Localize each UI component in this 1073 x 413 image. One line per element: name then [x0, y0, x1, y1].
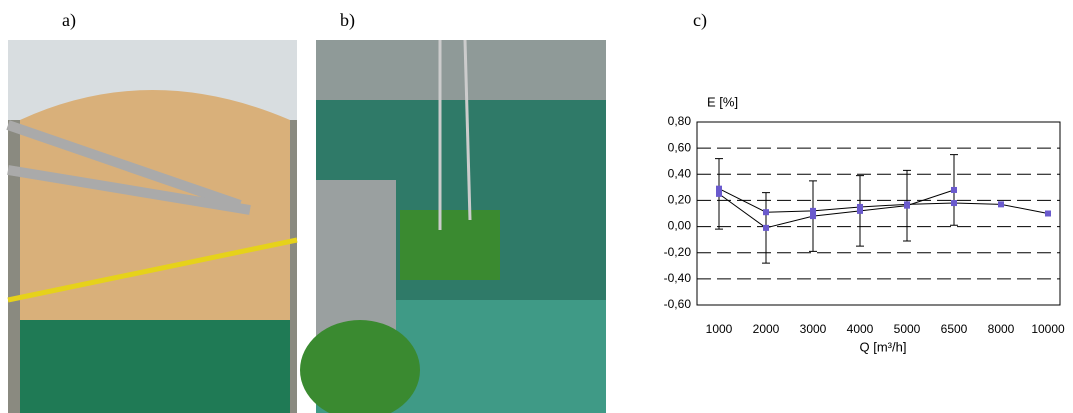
x-tick-label: 8000	[988, 322, 1015, 336]
y-tick-label: 0,00	[668, 219, 692, 233]
y-tick-label: 0,80	[668, 114, 692, 128]
data-point	[810, 207, 816, 214]
x-tick-label: 3000	[800, 322, 827, 336]
series-line	[718, 188, 1049, 214]
data-point	[1045, 210, 1051, 217]
x-tick-label: 4000	[847, 322, 874, 336]
y-tick-label: 0,40	[668, 166, 692, 180]
x-axis-title: Q [m³/h]	[860, 339, 907, 354]
data-point	[951, 200, 957, 207]
y-tick-label: -0,60	[664, 297, 692, 311]
series-line	[718, 189, 955, 229]
x-tick-label: 2000	[753, 322, 780, 336]
y-tick-label: 0,60	[668, 140, 692, 154]
x-tick-label: 5000	[894, 322, 921, 336]
panel-label: b)	[340, 10, 355, 31]
panel-label: a)	[62, 10, 76, 31]
data-point	[951, 186, 957, 193]
photo-a	[6, 40, 298, 413]
y-tick-label: 0,20	[668, 193, 692, 207]
data-point	[716, 190, 722, 197]
y-tick-label: -0,20	[664, 245, 692, 259]
x-tick-label: 1000	[706, 322, 733, 336]
y-axis-title: E [%]	[707, 94, 738, 109]
data-point	[763, 209, 769, 216]
data-point	[716, 185, 722, 192]
x-tick-label: 6500	[941, 322, 968, 336]
y-tick-label: -0,40	[664, 271, 692, 285]
plot-frame	[696, 121, 1061, 306]
data-point	[857, 207, 863, 214]
photo-b	[300, 39, 606, 413]
data-point	[810, 213, 816, 220]
data-point	[857, 203, 863, 210]
data-point	[998, 201, 1004, 208]
panel-label: c)	[693, 10, 707, 31]
data-point	[904, 201, 910, 208]
data-point	[763, 224, 769, 231]
x-tick-label: 10000	[1031, 322, 1065, 336]
